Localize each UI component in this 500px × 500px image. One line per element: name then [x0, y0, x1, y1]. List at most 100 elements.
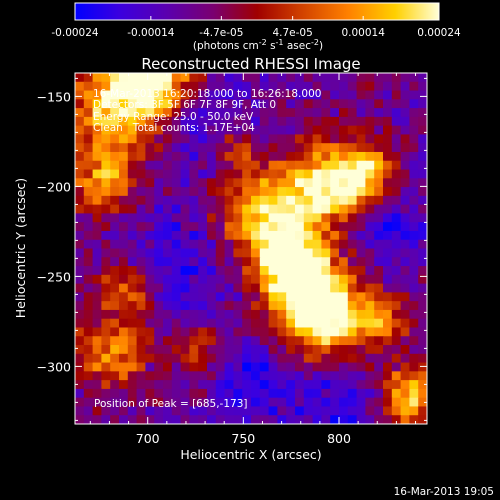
heatmap-cell — [409, 266, 419, 276]
heatmap-cell — [101, 204, 111, 215]
heatmap-cell — [127, 81, 138, 92]
heatmap-cell — [75, 257, 85, 267]
heatmap-cell — [321, 151, 331, 162]
heatmap-cell — [83, 151, 94, 162]
heatmap-cell — [321, 292, 331, 302]
heatmap-cell — [365, 169, 375, 179]
heatmap-cell — [374, 239, 384, 250]
heatmap-cell — [312, 143, 322, 153]
heatmap-cell — [330, 204, 340, 215]
heatmap-cell — [400, 204, 410, 215]
heatmap-cell — [321, 134, 331, 144]
heatmap-cell — [374, 362, 384, 372]
heatmap-cell — [207, 151, 217, 162]
heatmap-cell — [207, 371, 217, 381]
heatmap-cell — [356, 116, 366, 127]
heatmap-cell — [391, 73, 402, 83]
heatmap-cell — [303, 353, 314, 364]
heatmap-cell — [75, 81, 85, 92]
heatmap-cell — [83, 371, 94, 381]
heatmap-cell — [242, 116, 252, 127]
heatmap-cell — [180, 108, 190, 118]
heatmap-cell — [418, 187, 427, 197]
heatmap-cell — [374, 134, 384, 144]
heatmap-cell — [83, 230, 94, 241]
heatmap-cell — [374, 125, 384, 136]
heatmap-cell — [110, 301, 120, 311]
heatmap-cell — [418, 371, 427, 381]
heatmap-cell — [224, 116, 234, 127]
units-text: asec — [284, 40, 312, 52]
heatmap-cell — [198, 266, 208, 276]
heatmap-cell — [286, 388, 296, 399]
heatmap-cell — [224, 301, 234, 311]
heatmap-cell — [356, 151, 366, 162]
heatmap-cell — [268, 257, 278, 267]
heatmap-cell — [119, 213, 129, 223]
heatmap-cell — [365, 266, 375, 276]
heatmap-cell — [391, 309, 402, 320]
heatmap-cell — [356, 108, 366, 118]
heatmap-cell — [224, 108, 234, 118]
heatmap-cell — [233, 388, 243, 399]
heatmap-cell — [75, 187, 85, 197]
heatmap-cell — [400, 213, 410, 223]
heatmap-cell — [365, 406, 375, 416]
heatmap-cell — [198, 116, 208, 127]
heatmap-cell — [400, 143, 410, 153]
heatmap-cell — [224, 371, 234, 381]
heatmap-cell — [110, 283, 120, 293]
heatmap-cell — [180, 187, 190, 197]
heatmap-cell — [83, 345, 94, 355]
heatmap-cell — [119, 222, 129, 232]
heatmap-cell — [92, 248, 102, 258]
heatmap-cell — [365, 388, 375, 399]
heatmap-cell — [286, 116, 296, 127]
heatmap-cell — [110, 309, 120, 320]
heatmap-cell — [224, 73, 234, 83]
heatmap-cell — [374, 388, 384, 399]
heatmap-cell — [171, 318, 182, 329]
heatmap-cell — [83, 274, 94, 285]
x-tick-label: 800 — [327, 431, 351, 446]
heatmap-cell — [347, 248, 358, 258]
heatmap-cell — [347, 143, 358, 153]
heatmap-cell — [277, 73, 287, 83]
heatmap-cell — [101, 283, 111, 293]
heatmap-cell — [400, 318, 410, 329]
heatmap-cell — [347, 204, 358, 215]
heatmap-cell — [198, 345, 208, 355]
heatmap-cell — [224, 134, 234, 144]
heatmap-cell — [339, 318, 349, 329]
heatmap-cell — [171, 327, 182, 337]
heatmap-cell — [303, 345, 314, 355]
heatmap-cell — [268, 388, 278, 399]
heatmap-cell — [224, 388, 234, 399]
heatmap-cell — [259, 116, 270, 127]
heatmap-cell — [312, 81, 322, 92]
heatmap-cell — [383, 371, 393, 381]
heatmap-cell — [83, 388, 94, 399]
heatmap-cell — [330, 266, 340, 276]
heatmap-cell — [145, 257, 155, 267]
heatmap-cell — [312, 213, 322, 223]
heatmap-cell — [119, 73, 129, 83]
heatmap-cell — [277, 318, 287, 329]
heatmap-cell — [171, 345, 182, 355]
heatmap-cell — [119, 90, 129, 100]
heatmap-cell — [418, 309, 427, 320]
heatmap-cell — [163, 345, 173, 355]
heatmap-cell — [356, 230, 366, 241]
heatmap-cell — [251, 318, 261, 329]
heatmap-cell — [418, 257, 427, 267]
heatmap-cell — [321, 108, 331, 118]
heatmap-cell — [400, 160, 410, 171]
heatmap-cell — [383, 380, 393, 390]
heatmap-cell — [92, 397, 102, 408]
heatmap-cell — [312, 336, 322, 346]
heatmap-cell — [409, 257, 419, 267]
heatmap-cell — [110, 266, 120, 276]
heatmap-cell — [312, 248, 322, 258]
peak-position: Position of Peak = [685,-173] — [94, 398, 248, 410]
heatmap-cell — [233, 169, 243, 179]
